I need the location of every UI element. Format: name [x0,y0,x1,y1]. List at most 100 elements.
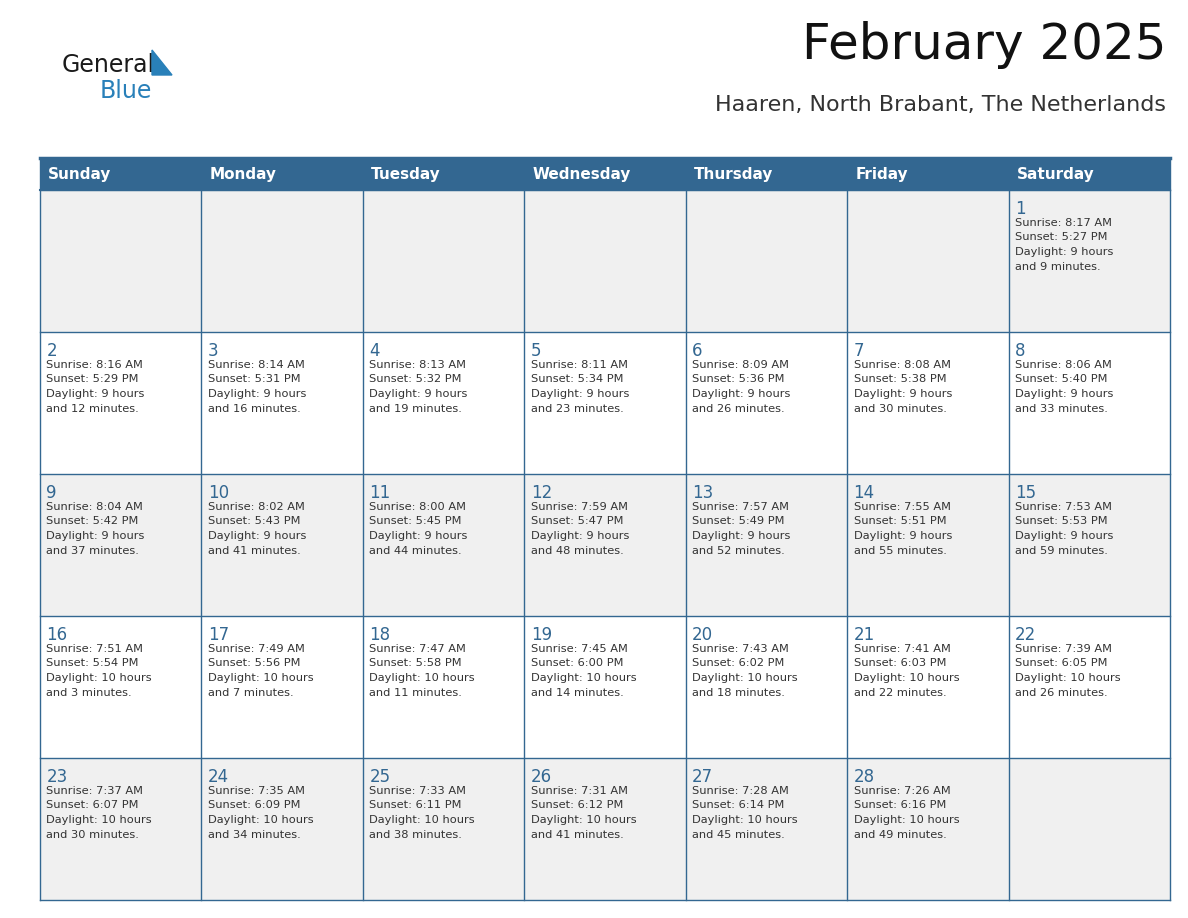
Text: Sunrise: 7:31 AM: Sunrise: 7:31 AM [531,786,627,796]
Text: Sunrise: 7:33 AM: Sunrise: 7:33 AM [369,786,467,796]
Text: Sunset: 6:14 PM: Sunset: 6:14 PM [693,800,784,811]
Text: Daylight: 9 hours: Daylight: 9 hours [208,531,307,541]
Text: 26: 26 [531,768,552,786]
Text: Sunset: 5:36 PM: Sunset: 5:36 PM [693,375,784,385]
Text: Tuesday: Tuesday [371,166,441,182]
Text: and 12 minutes.: and 12 minutes. [46,404,139,413]
Text: Daylight: 10 hours: Daylight: 10 hours [369,673,475,683]
Text: Monday: Monday [209,166,277,182]
Bar [362,616,524,758]
Bar [685,190,847,332]
Text: Daylight: 9 hours: Daylight: 9 hours [854,531,952,541]
Text: 1: 1 [1015,200,1025,218]
Bar [40,332,202,474]
Text: Daylight: 9 hours: Daylight: 9 hours [1015,389,1113,399]
Text: 5: 5 [531,342,542,360]
Text: Sunset: 6:12 PM: Sunset: 6:12 PM [531,800,624,811]
Text: 11: 11 [369,484,391,502]
Text: 24: 24 [208,768,229,786]
Text: Sunrise: 8:13 AM: Sunrise: 8:13 AM [369,360,467,370]
Bar [685,616,847,758]
Text: Sunrise: 7:47 AM: Sunrise: 7:47 AM [369,644,466,654]
Text: 7: 7 [854,342,864,360]
Text: 16: 16 [46,626,68,644]
Text: and 59 minutes.: and 59 minutes. [1015,545,1108,555]
Text: Sunrise: 8:00 AM: Sunrise: 8:00 AM [369,502,467,512]
Text: Sunset: 6:03 PM: Sunset: 6:03 PM [854,658,946,668]
Text: and 49 minutes.: and 49 minutes. [854,830,947,839]
Text: Sunrise: 7:37 AM: Sunrise: 7:37 AM [46,786,144,796]
Text: and 55 minutes.: and 55 minutes. [854,545,947,555]
Text: and 9 minutes.: and 9 minutes. [1015,262,1100,272]
Text: Daylight: 9 hours: Daylight: 9 hours [46,531,145,541]
Text: 21: 21 [854,626,874,644]
Text: 10: 10 [208,484,229,502]
Text: Saturday: Saturday [1017,166,1094,182]
Text: Sunset: 6:00 PM: Sunset: 6:00 PM [531,658,624,668]
Text: 9: 9 [46,484,57,502]
Text: Sunset: 5:51 PM: Sunset: 5:51 PM [854,517,946,527]
Text: Sunrise: 8:02 AM: Sunrise: 8:02 AM [208,502,305,512]
Text: Daylight: 10 hours: Daylight: 10 hours [693,673,798,683]
Text: Daylight: 10 hours: Daylight: 10 hours [369,815,475,825]
Bar [40,758,202,900]
Text: Daylight: 10 hours: Daylight: 10 hours [531,815,637,825]
Text: Daylight: 10 hours: Daylight: 10 hours [531,673,637,683]
Bar [847,474,1009,616]
Bar [685,758,847,900]
Text: Daylight: 10 hours: Daylight: 10 hours [854,673,959,683]
Text: Sunset: 6:16 PM: Sunset: 6:16 PM [854,800,946,811]
Text: and 52 minutes.: and 52 minutes. [693,545,785,555]
Bar [524,332,685,474]
Text: Sunset: 6:02 PM: Sunset: 6:02 PM [693,658,784,668]
Text: Sunrise: 7:45 AM: Sunrise: 7:45 AM [531,644,627,654]
Text: and 38 minutes.: and 38 minutes. [369,830,462,839]
Text: and 34 minutes.: and 34 minutes. [208,830,301,839]
Text: Sunset: 5:32 PM: Sunset: 5:32 PM [369,375,462,385]
Text: Daylight: 10 hours: Daylight: 10 hours [208,673,314,683]
Bar [1009,332,1170,474]
Text: Sunrise: 7:55 AM: Sunrise: 7:55 AM [854,502,950,512]
Text: 18: 18 [369,626,391,644]
Text: and 37 minutes.: and 37 minutes. [46,545,139,555]
Text: Sunset: 5:27 PM: Sunset: 5:27 PM [1015,232,1107,242]
Text: Sunrise: 7:39 AM: Sunrise: 7:39 AM [1015,644,1112,654]
Text: Sunrise: 8:14 AM: Sunrise: 8:14 AM [208,360,305,370]
Bar [40,616,202,758]
Text: Daylight: 10 hours: Daylight: 10 hours [46,815,152,825]
Text: Sunrise: 7:51 AM: Sunrise: 7:51 AM [46,644,144,654]
Text: Sunrise: 7:28 AM: Sunrise: 7:28 AM [693,786,789,796]
Text: Sunrise: 8:16 AM: Sunrise: 8:16 AM [46,360,144,370]
Bar [362,332,524,474]
Bar [202,474,362,616]
Text: Sunset: 5:42 PM: Sunset: 5:42 PM [46,517,139,527]
Text: 15: 15 [1015,484,1036,502]
Text: 12: 12 [531,484,552,502]
Text: Sunset: 5:31 PM: Sunset: 5:31 PM [208,375,301,385]
Bar [847,758,1009,900]
Text: Sunset: 5:43 PM: Sunset: 5:43 PM [208,517,301,527]
Bar [847,616,1009,758]
Text: Daylight: 9 hours: Daylight: 9 hours [1015,531,1113,541]
Text: Sunset: 5:49 PM: Sunset: 5:49 PM [693,517,784,527]
Text: Sunrise: 8:09 AM: Sunrise: 8:09 AM [693,360,789,370]
Text: Sunrise: 7:59 AM: Sunrise: 7:59 AM [531,502,627,512]
Text: and 11 minutes.: and 11 minutes. [369,688,462,698]
Bar [362,474,524,616]
Text: 23: 23 [46,768,68,786]
Text: and 26 minutes.: and 26 minutes. [1015,688,1107,698]
Text: and 18 minutes.: and 18 minutes. [693,688,785,698]
Text: and 41 minutes.: and 41 minutes. [208,545,301,555]
Text: and 45 minutes.: and 45 minutes. [693,830,785,839]
Bar [1009,190,1170,332]
Bar [685,332,847,474]
Text: 4: 4 [369,342,380,360]
Bar [524,474,685,616]
Text: Daylight: 9 hours: Daylight: 9 hours [369,389,468,399]
Text: and 30 minutes.: and 30 minutes. [854,404,947,413]
Text: Daylight: 10 hours: Daylight: 10 hours [1015,673,1120,683]
Bar [524,190,685,332]
Text: and 3 minutes.: and 3 minutes. [46,688,132,698]
Text: 28: 28 [854,768,874,786]
Bar [362,158,524,190]
